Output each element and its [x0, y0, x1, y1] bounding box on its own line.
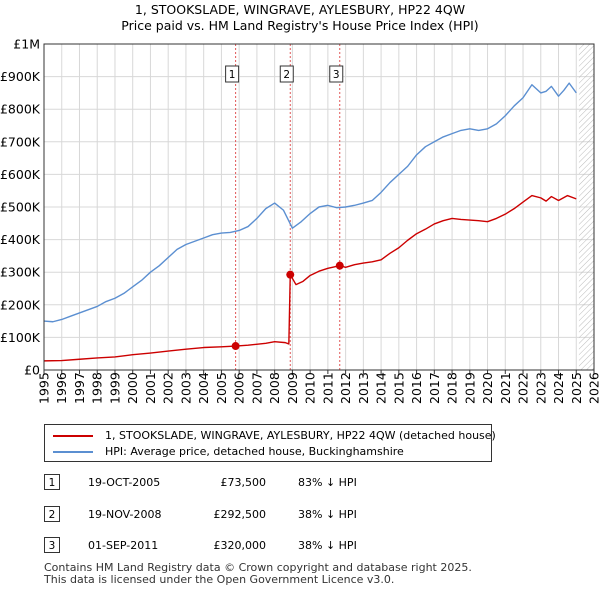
x-tick-label: 2014 — [374, 372, 389, 404]
sale-point — [335, 261, 344, 270]
x-tick-label: 1996 — [54, 372, 69, 404]
x-tick-label: 2004 — [196, 372, 211, 404]
x-tick-label: 1999 — [107, 372, 122, 404]
sale-point — [286, 270, 295, 279]
hatch-region — [578, 44, 594, 370]
chart-title-line2: Price paid vs. HM Land Registry's House … — [121, 18, 479, 33]
footer-line1: Contains HM Land Registry data © Crown c… — [44, 561, 472, 574]
legend: 1, STOOKSLADE, WINGRAVE, AYLESBURY, HP22… — [44, 424, 496, 462]
y-tick-label: £300K — [0, 265, 41, 280]
transaction-date: 19-OCT-2005 — [88, 476, 161, 489]
transaction-number: 2 — [44, 506, 60, 522]
y-tick-label: £200K — [0, 297, 41, 312]
series-line-hpi — [43, 82, 577, 323]
price-chart: 1 2 3 £0 £100K £200K £300K £400K £500K £600K £700… — [0, 37, 600, 405]
grid-layer — [43, 43, 595, 371]
x-tick-label: 2008 — [267, 372, 282, 404]
x-tick-label: 2023 — [533, 372, 548, 404]
x-tick-label: 2002 — [161, 372, 176, 404]
legend-swatch-hpi — [53, 451, 93, 453]
y-tick-label: £900K — [0, 69, 41, 84]
plot-border — [43, 43, 595, 371]
x-tick-label: 2013 — [356, 372, 371, 404]
marker-layer: 1 2 3 — [225, 65, 344, 351]
x-tick-label: 2005 — [214, 372, 229, 404]
transaction-price: £73,500 — [220, 476, 267, 489]
y-tick-label: £1M — [13, 37, 40, 52]
sale-marker-label: 1 — [229, 69, 236, 81]
x-tick-label: 2011 — [320, 372, 335, 404]
x-tick-label: 2017 — [427, 372, 442, 404]
x-tick-label: 2024 — [551, 372, 566, 404]
sale-marker-label: 3 — [333, 69, 340, 81]
y-tick-label: £100K — [0, 330, 41, 345]
x-tick-label: 2012 — [338, 372, 353, 404]
x-tick-label: 2016 — [409, 372, 424, 404]
y-tick-label: £500K — [0, 200, 41, 215]
y-tick-label: £400K — [0, 232, 41, 247]
x-tick-label: 2009 — [285, 372, 300, 404]
x-tick-label: 2018 — [445, 372, 460, 404]
transaction-hpi: 83% ↓ HPI — [298, 476, 357, 489]
x-tick-label: 2001 — [143, 372, 158, 404]
y-tick-label: £0 — [24, 363, 40, 378]
transaction-price: £292,500 — [213, 508, 267, 521]
sale-marker-box — [225, 65, 240, 83]
x-tick-label: 2006 — [232, 372, 247, 404]
transaction-date: 19-NOV-2008 — [88, 508, 162, 521]
legend-swatch-property — [53, 435, 93, 437]
x-tick-label: 2020 — [480, 372, 495, 404]
x-tick-label: 2015 — [391, 372, 406, 404]
transaction-hpi: 38% ↓ HPI — [298, 508, 357, 521]
y-tick-label: £800K — [0, 102, 41, 117]
x-tick-label: 2007 — [249, 372, 264, 404]
legend-label-hpi: HPI: Average price, detached house, Buck… — [105, 445, 404, 458]
x-tick-label: 2021 — [498, 372, 513, 404]
transaction-date: 01-SEP-2011 — [88, 539, 159, 552]
sale-marker-label: 2 — [283, 69, 290, 81]
x-tick-label: 1998 — [90, 372, 105, 404]
transaction-number: 3 — [44, 537, 60, 553]
y-tick-label: £700K — [0, 134, 41, 149]
footer-line2: This data is licensed under the Open Gov… — [44, 573, 395, 586]
x-tick-label: 2019 — [462, 372, 477, 404]
x-tick-label: 2003 — [178, 372, 193, 404]
sale-marker-box — [279, 65, 294, 83]
transaction-number: 1 — [44, 474, 60, 490]
sale-point — [231, 342, 240, 351]
transaction-hpi: 38% ↓ HPI — [298, 539, 357, 552]
chart-title-line1: 1, STOOKSLADE, WINGRAVE, AYLESBURY, HP22… — [134, 2, 466, 17]
x-tick-label: 1995 — [37, 372, 52, 404]
x-tick-label: 2010 — [303, 372, 318, 404]
series-layer — [43, 82, 577, 362]
future-hatch — [578, 44, 594, 370]
transaction-price: £320,000 — [213, 539, 267, 552]
y-tick-label: £600K — [0, 167, 41, 182]
x-tick-label: 2022 — [516, 372, 531, 404]
footer: Contains HM Land Registry data © Crown c… — [44, 562, 472, 586]
axis-layer: £0 £100K £200K £300K £400K £500K £600K £700K £80… — [0, 37, 600, 405]
series-line-property — [43, 194, 577, 362]
sale-marker-box — [329, 65, 344, 83]
x-tick-label: 2025 — [569, 372, 584, 404]
legend-label-property: 1, STOOKSLADE, WINGRAVE, AYLESBURY, HP22… — [105, 429, 496, 442]
x-tick-label: 1997 — [72, 372, 87, 404]
x-tick-label: 2026 — [587, 372, 600, 404]
x-tick-label: 2000 — [125, 372, 140, 404]
